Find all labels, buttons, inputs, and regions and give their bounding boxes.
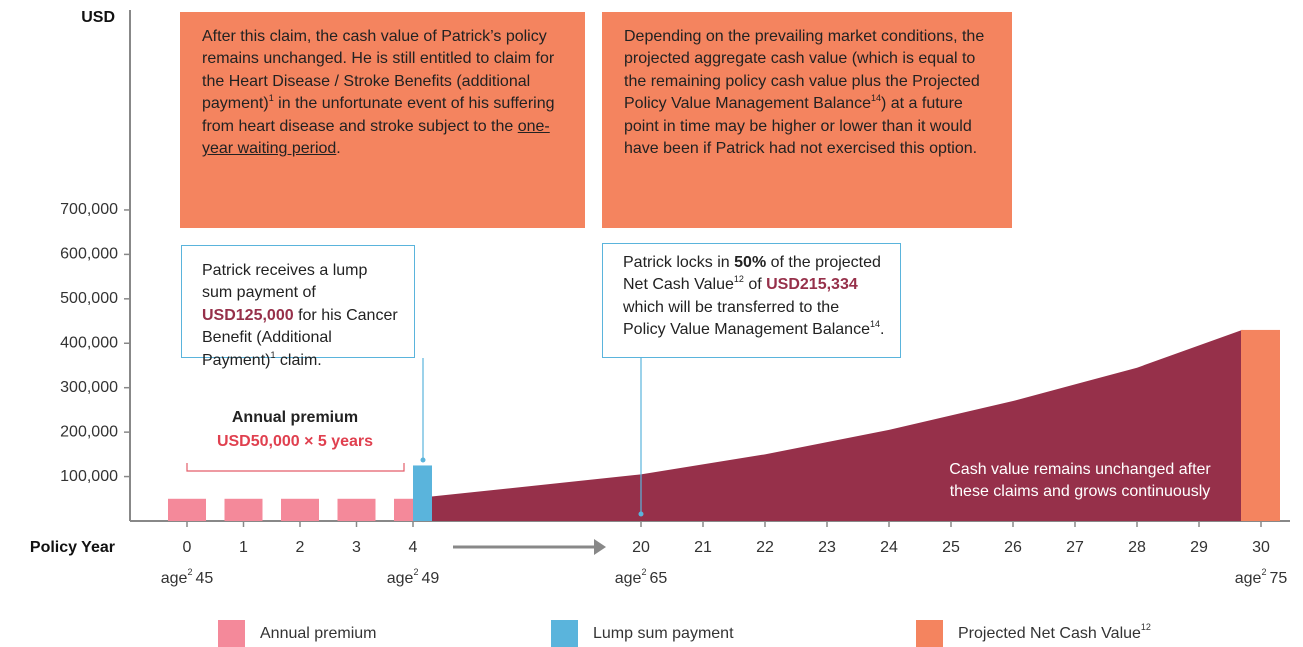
x-tick-label: 28 bbox=[1128, 539, 1146, 556]
age-value: 49 bbox=[421, 570, 439, 587]
annotation-text: in the unfortunate event of his sufferin… bbox=[202, 95, 555, 135]
bar bbox=[1241, 329, 1280, 521]
x-tick-label: 24 bbox=[880, 539, 898, 556]
y-tick-label: 100,000 bbox=[60, 468, 118, 485]
annotation-text: Patrick receives a lump sum payment of bbox=[202, 262, 368, 302]
claim-note: After this claim, the cash value of Patr… bbox=[180, 12, 585, 228]
age-prefix: age bbox=[161, 570, 188, 587]
annotation-text: 1 bbox=[268, 93, 274, 104]
connector-dot bbox=[420, 457, 426, 463]
legend-label: Projected Net Cash Value12 bbox=[958, 622, 1151, 642]
y-axis-label: USD bbox=[81, 9, 115, 26]
age-prefix: age bbox=[387, 570, 414, 587]
x-tick-label: 26 bbox=[1004, 539, 1022, 556]
x-tick-label: 21 bbox=[694, 539, 712, 556]
age-label: age2 65 bbox=[615, 567, 668, 587]
annotation-text: ) at a future point in time may be highe… bbox=[624, 95, 978, 158]
age-note: 2 bbox=[187, 567, 192, 577]
y-tick-label: 200,000 bbox=[60, 423, 118, 440]
annotation-text: which will be transferred to the Policy … bbox=[623, 298, 870, 339]
x-tick-label: 2 bbox=[296, 539, 305, 556]
x-tick-label: 29 bbox=[1190, 539, 1208, 556]
y-tick-label: 700,000 bbox=[60, 201, 118, 218]
market-note: Depending on the prevailing market condi… bbox=[602, 12, 1012, 228]
axis-break-arrowhead bbox=[594, 539, 606, 555]
premium-note-title: Annual premium bbox=[232, 409, 358, 426]
age-value: 45 bbox=[195, 570, 213, 587]
annotation-text: 50% bbox=[734, 254, 767, 271]
connector-dot bbox=[638, 511, 644, 517]
x-axis-label: Policy Year bbox=[30, 539, 115, 556]
bar bbox=[168, 498, 206, 521]
age-label: age2 75 bbox=[1235, 567, 1288, 587]
annotation-text: USD215,334 bbox=[766, 276, 858, 294]
cash-value-area bbox=[431, 329, 1243, 521]
annotation-text: one-year waiting period bbox=[202, 117, 550, 158]
bar bbox=[413, 465, 432, 521]
bar bbox=[281, 498, 319, 521]
annotation-text: 14 bbox=[870, 93, 881, 104]
annotation-text: 12 bbox=[733, 274, 744, 285]
annotation-text: for his Cancer Benefit (Additional Payme… bbox=[202, 306, 398, 369]
age-prefix: age bbox=[1235, 570, 1262, 587]
age-label: age2 49 bbox=[387, 567, 440, 587]
annotation-text: of the projected Net Cash Value bbox=[623, 254, 881, 294]
premium-note-detail: USD50,000 × 5 years bbox=[217, 433, 373, 450]
legend-name: Projected Net Cash Value bbox=[958, 625, 1141, 642]
annotation-text: . bbox=[879, 321, 885, 339]
age-note: 2 bbox=[1261, 567, 1266, 577]
y-tick-label: 400,000 bbox=[60, 334, 118, 351]
x-tick-label: 25 bbox=[942, 539, 960, 556]
annotation-text: of bbox=[743, 276, 767, 294]
legend-name: Annual premium bbox=[260, 625, 377, 642]
y-tick-label: 500,000 bbox=[60, 290, 118, 307]
legend-label: Annual premium bbox=[260, 625, 377, 642]
y-tick-label: 300,000 bbox=[60, 379, 118, 396]
bar bbox=[337, 498, 376, 521]
cash-value-label: Cash value remains unchanged after bbox=[949, 461, 1211, 478]
age-prefix: age bbox=[615, 570, 642, 587]
bar bbox=[224, 498, 263, 521]
x-tick-label: 4 bbox=[409, 539, 418, 556]
x-tick-label: 20 bbox=[632, 539, 650, 556]
annotation-text: . bbox=[336, 140, 341, 158]
age-note: 2 bbox=[413, 567, 418, 577]
x-tick-label: 30 bbox=[1252, 539, 1270, 556]
legend-swatch bbox=[218, 620, 245, 647]
lump-sum-note: Patrick receives a lump sum payment of U… bbox=[181, 245, 415, 369]
age-label: age2 45 bbox=[161, 567, 214, 587]
legend-label: Lump sum payment bbox=[593, 625, 734, 642]
annotation-text: 1 bbox=[270, 349, 276, 360]
x-tick-label: 23 bbox=[818, 539, 836, 556]
premium-bracket bbox=[186, 463, 405, 472]
legend-swatch bbox=[916, 620, 943, 647]
age-value: 75 bbox=[1269, 570, 1287, 587]
x-tick-label: 1 bbox=[239, 539, 248, 556]
annotation-text: Patrick locks in bbox=[623, 254, 735, 271]
annotation-text: After this claim, the cash value of Patr… bbox=[202, 28, 555, 113]
x-tick-label: 3 bbox=[352, 539, 361, 556]
legend-name: Lump sum payment bbox=[593, 625, 734, 642]
legend-swatch bbox=[551, 620, 578, 647]
lock-in-note: Patrick locks in 50% of the projected Ne… bbox=[602, 243, 901, 358]
x-tick-label: 0 bbox=[183, 539, 192, 556]
age-note: 2 bbox=[641, 567, 646, 577]
y-tick-label: 600,000 bbox=[60, 246, 118, 263]
age-value: 65 bbox=[649, 570, 667, 587]
annotation-text: Depending on the prevailing market condi… bbox=[624, 28, 985, 113]
annotation-text: USD125,000 bbox=[202, 306, 294, 324]
annotation-text: 14 bbox=[869, 319, 880, 330]
x-tick-label: 27 bbox=[1066, 539, 1084, 556]
x-tick-label: 22 bbox=[756, 539, 774, 556]
cash-value-label: these claims and grows continuously bbox=[950, 483, 1211, 500]
annotation-text: claim. bbox=[275, 351, 322, 369]
legend-note: 12 bbox=[1141, 622, 1151, 632]
